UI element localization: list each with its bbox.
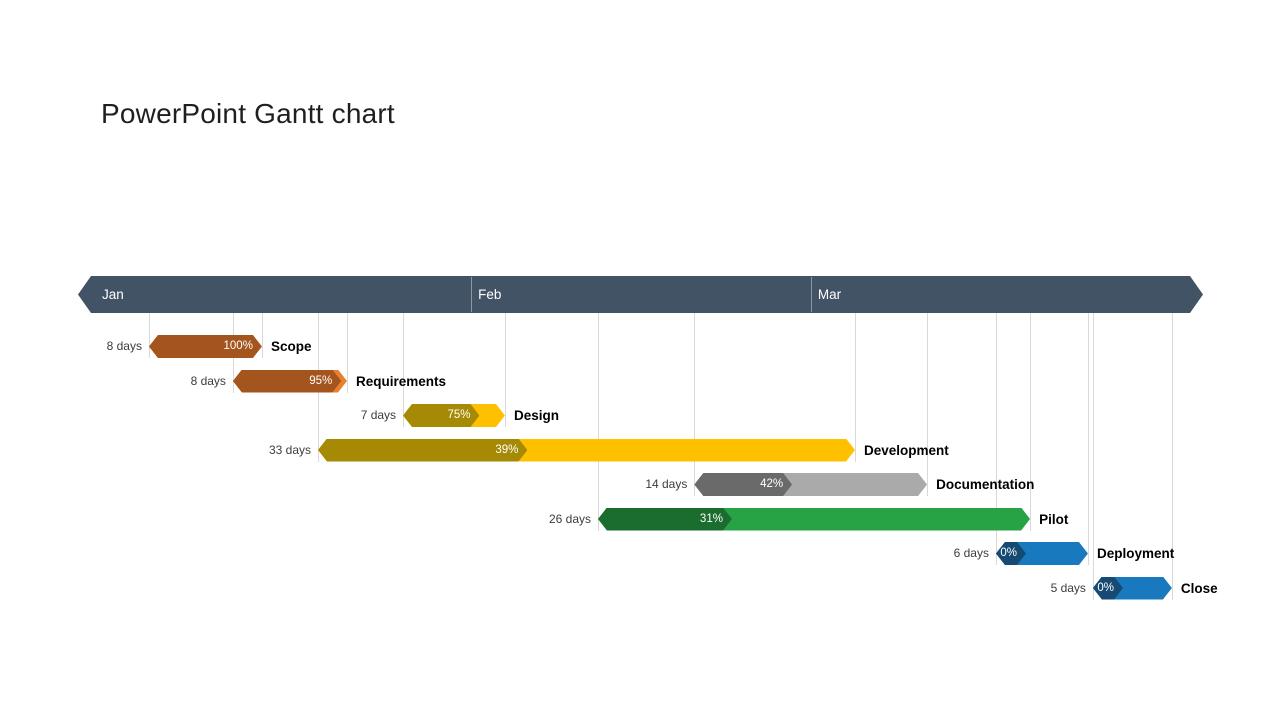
gantt-bar-scope: 100%: [149, 335, 262, 358]
percent-label: 0%: [1097, 581, 1114, 594]
month-divider: [471, 277, 472, 312]
gridline-start-scope: [149, 313, 150, 358]
task-name-label: Documentation: [936, 477, 1035, 492]
gridline-end-development: [855, 313, 856, 462]
task-name-label: Design: [513, 408, 559, 423]
gridline-end-pilot: [1030, 313, 1031, 531]
gridline-end-deployment: [1088, 313, 1089, 565]
duration-label: 5 days: [1050, 580, 1086, 595]
gridline-end-scope: [262, 313, 263, 358]
gridline-start-pilot: [598, 313, 599, 531]
gantt-bar-deployment: 0%: [996, 542, 1088, 565]
gantt-bar-progress-scope: 100%: [149, 335, 262, 358]
task-name-label: Close: [1180, 580, 1218, 596]
gantt-bar-progress-deployment: 0%: [996, 542, 1026, 565]
gantt-bar-documentation: 42%: [694, 473, 927, 496]
duration-label: 14 days: [645, 477, 688, 491]
gantt-bar-progress-design: 75%: [403, 404, 479, 427]
gantt-bar-progress-pilot: 31%: [598, 508, 732, 531]
gridline-start-documentation: [694, 313, 695, 496]
gridline-start-deployment: [996, 313, 997, 565]
duration-label: 6 days: [953, 546, 989, 560]
gridline-end-design: [505, 313, 506, 427]
task-name-label: Development: [864, 442, 949, 458]
duration-label: 33 days: [268, 442, 311, 457]
chart-title: PowerPoint Gantt chart: [101, 98, 395, 129]
month-label-feb: Feb: [478, 287, 502, 302]
gantt-bar-progress-requirements: 95%: [233, 370, 341, 393]
gridline-start-design: [403, 313, 404, 427]
gantt-bar-progress-development: 39%: [318, 439, 527, 462]
month-label-jan: Jan: [102, 287, 124, 302]
percent-label: 100%: [223, 340, 253, 352]
task-name-label: Requirements: [356, 373, 447, 389]
percent-label: 42%: [760, 478, 784, 490]
month-divider: [811, 277, 812, 312]
task-name-label: Scope: [270, 339, 312, 354]
task-name-label: Deployment: [1096, 546, 1175, 561]
gantt-bar-progress-documentation: 42%: [694, 473, 792, 496]
percent-label: 95%: [309, 374, 333, 387]
percent-label: 0%: [1000, 547, 1017, 559]
gantt-bar-close: 0%: [1093, 577, 1172, 600]
gridline-start-close: [1093, 313, 1094, 600]
gantt-bar-requirements: 95%: [233, 370, 347, 393]
duration-label: 7 days: [360, 408, 397, 422]
percent-label: 75%: [447, 409, 471, 421]
gridline-end-close: [1172, 313, 1173, 600]
duration-label: 26 days: [549, 511, 592, 526]
percent-label: 31%: [699, 512, 723, 525]
duration-label: 8 days: [190, 373, 226, 388]
month-label-mar: Mar: [817, 287, 842, 302]
gridline-end-requirements: [347, 313, 348, 393]
gantt-bar-development: 39%: [318, 439, 855, 462]
gantt-bar-pilot: 31%: [598, 508, 1030, 531]
gantt-bar-progress-close: 0%: [1093, 577, 1123, 600]
gridline-end-documentation: [927, 313, 928, 496]
task-name-label: Pilot: [1039, 511, 1069, 527]
gantt-bar-design: 75%: [403, 404, 505, 427]
percent-label: 39%: [495, 443, 519, 456]
duration-label: 8 days: [106, 339, 142, 353]
timeline-header-bar: Jan Feb Mar: [78, 276, 1203, 313]
